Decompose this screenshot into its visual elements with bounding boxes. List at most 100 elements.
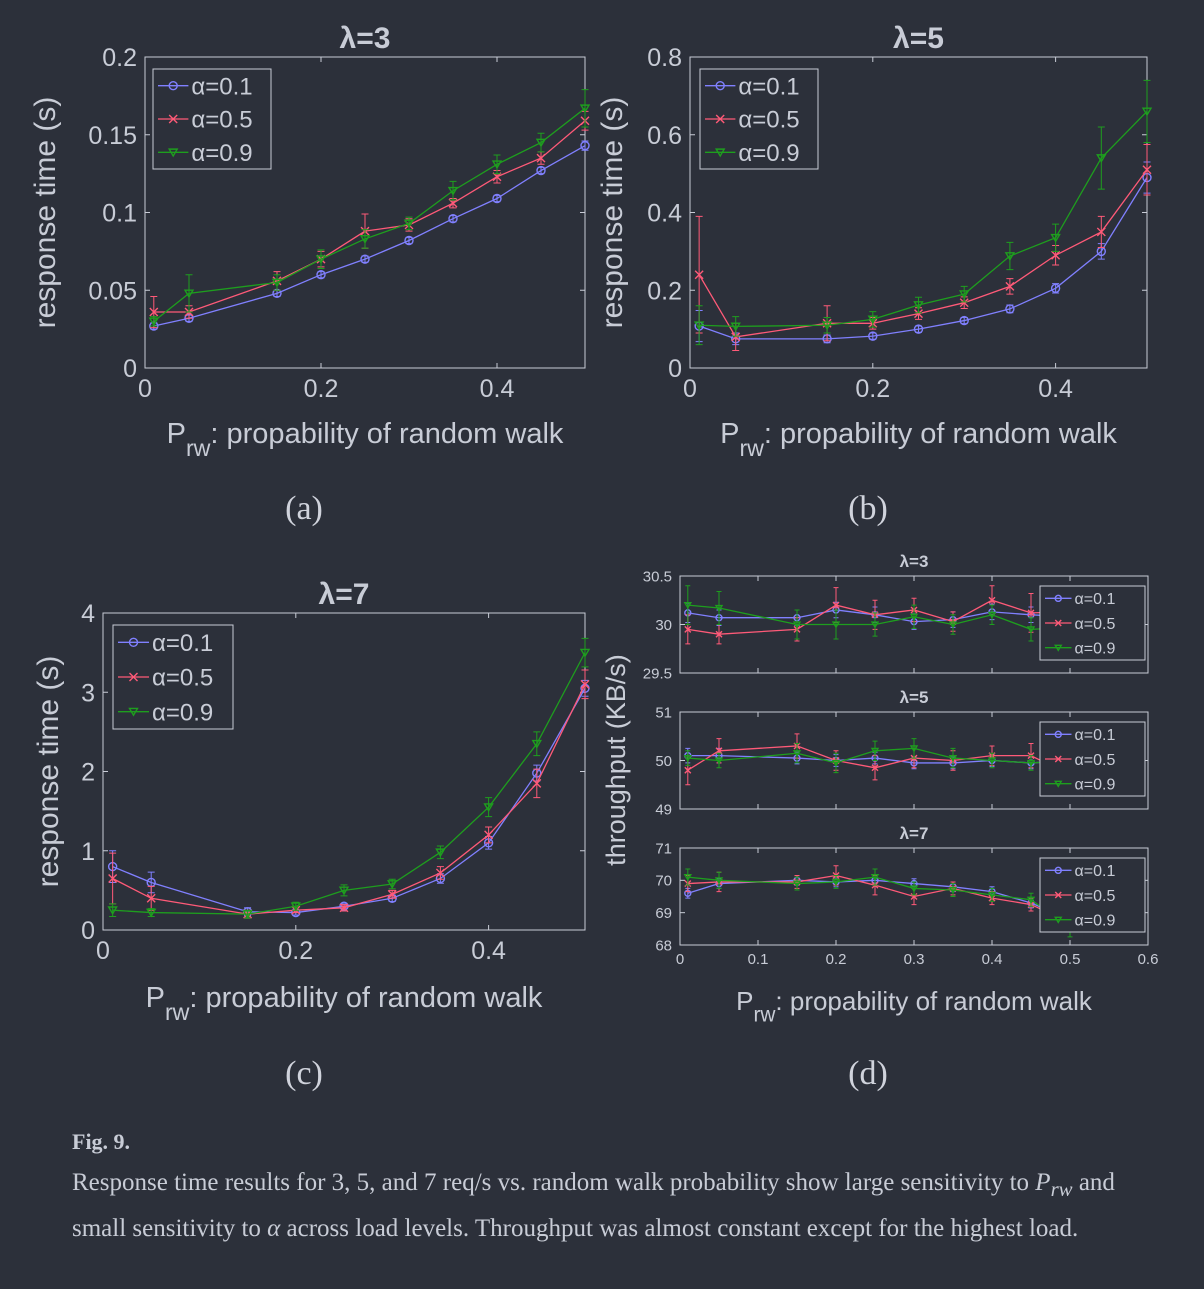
data-point [715, 630, 723, 638]
error-bar [911, 747, 917, 769]
chart-b: 0 0.2 0.4 0.6 0.8 0 0.2 0.4 λ=5 response time (s)… [596, 22, 1153, 461]
legend-label: α=0.5 [1075, 616, 1116, 633]
legend-marker [1054, 866, 1062, 875]
error-bar [950, 614, 956, 635]
data-point [492, 193, 502, 204]
y-tick-label: 0 [81, 917, 95, 945]
data-point [1027, 752, 1035, 760]
data-point [949, 883, 957, 891]
data-point [683, 754, 693, 763]
error-bar [1067, 608, 1073, 625]
data-point [988, 887, 996, 896]
series-d1-0 [684, 601, 1074, 630]
error-bar [493, 154, 501, 175]
data-point [403, 219, 415, 229]
legend-marker [715, 114, 725, 124]
data-point [868, 331, 878, 341]
error-bar [1028, 606, 1034, 624]
series-d3-2 [683, 868, 1075, 938]
data-point [683, 602, 693, 610]
data-point [910, 759, 918, 767]
error-bar [823, 334, 831, 344]
error-bar [960, 285, 968, 303]
legend-a: α=0.1 α=0.5 α=0.9 [152, 68, 272, 170]
data-point [870, 747, 880, 755]
data-point [871, 881, 879, 889]
y-tick-label: 0 [123, 355, 137, 383]
error-bar [317, 250, 325, 268]
legend-label: α=0.1 [1075, 591, 1116, 608]
x-tick-label: 0 [96, 937, 110, 965]
error-bar [685, 585, 691, 625]
data-point [1142, 172, 1152, 183]
y-tick-label: 0.1 [102, 200, 137, 228]
error-bar [716, 878, 722, 889]
legend-d3: α=0.1 α=0.5 α=0.9 [1039, 857, 1146, 933]
y-tick-label: 30.5 [643, 568, 672, 585]
data-point [683, 874, 693, 882]
error-bar [872, 868, 878, 886]
data-point [1066, 918, 1074, 926]
data-point [148, 317, 160, 327]
error-bar [1028, 617, 1034, 642]
chart-a: 0 0.05 0.1 0.15 0.2 0 0.2 0.4 λ=3 response time (… [29, 22, 591, 461]
data-point [871, 611, 879, 619]
data-point [909, 885, 919, 893]
data-point [949, 757, 957, 764]
error-bar [911, 613, 917, 630]
data-point [914, 309, 923, 319]
error-bar [695, 309, 703, 343]
series-d2-2 [683, 738, 1075, 774]
error-bar [989, 604, 995, 625]
error-bar [716, 871, 722, 889]
error-bar [150, 316, 158, 327]
data-point [1027, 611, 1035, 619]
data-point [1026, 759, 1036, 768]
y-tick-label: 70 [655, 873, 672, 890]
error-bar [1067, 760, 1073, 791]
error-bar [340, 884, 348, 897]
data-point [1142, 165, 1152, 175]
error-bar [388, 889, 396, 899]
data-point [1027, 609, 1035, 617]
data-point [404, 220, 414, 230]
error-bar [716, 871, 722, 893]
error-bar [915, 307, 922, 320]
data-point [793, 878, 801, 886]
series-line [687, 745, 1071, 776]
error-bar [794, 876, 800, 891]
series-line [153, 120, 586, 313]
error-bar [581, 110, 589, 131]
error-bar [485, 797, 493, 818]
data-point [580, 683, 590, 693]
error-bar [911, 604, 917, 629]
error-bar [911, 738, 917, 759]
sublabel-a: (a) [285, 490, 323, 527]
data-point [535, 138, 547, 148]
x-tick-label: 0.1 [748, 951, 769, 968]
legend-label: α=0.5 [152, 665, 213, 692]
error-bar [273, 271, 281, 291]
error-bar [340, 903, 348, 910]
data-point [910, 879, 918, 888]
data-point [1051, 250, 1061, 260]
series-line [687, 604, 1071, 631]
error-bar [685, 750, 691, 766]
x-tick-label: 0.4 [982, 951, 1003, 968]
error-bar [436, 873, 444, 884]
data-point [1050, 283, 1061, 294]
error-bar [872, 599, 878, 630]
error-bar [449, 198, 457, 209]
data-point [793, 876, 801, 885]
data-point [291, 907, 301, 918]
legend-label: α=0.1 [1075, 727, 1116, 744]
error-bar [581, 89, 589, 128]
error-bar [1028, 756, 1034, 770]
error-bar [147, 908, 155, 918]
legend-label: α=0.1 [738, 73, 799, 100]
error-bar [405, 216, 413, 231]
x-tick-label: 0.4 [471, 937, 506, 965]
error-bar [872, 751, 878, 765]
error-bar [317, 249, 325, 269]
error-bar [533, 731, 541, 757]
